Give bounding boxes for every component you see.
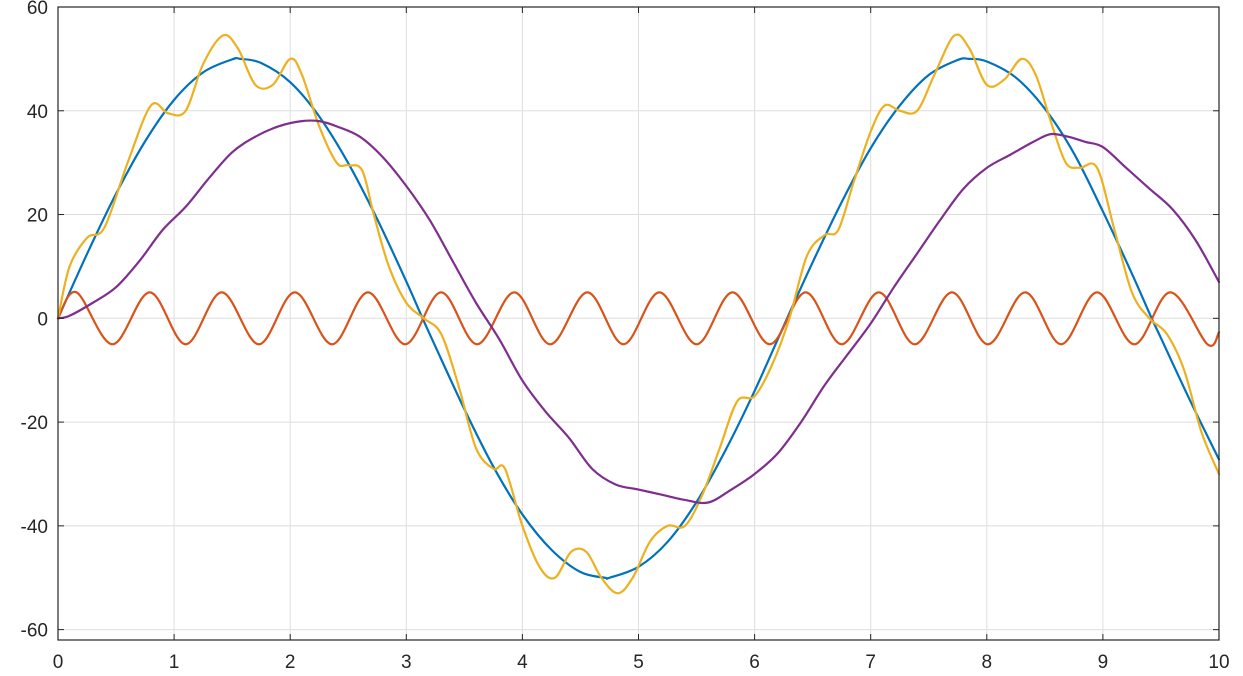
x-tick-label: 3	[401, 652, 412, 673]
x-tick-label: 5	[633, 652, 644, 673]
y-tick-label: -60	[21, 621, 48, 642]
y-tick-label: 60	[27, 0, 48, 19]
axis-ticks	[57, 6, 1220, 640]
x-tick-label: 1	[169, 652, 180, 673]
series-group	[56, 33, 1221, 595]
x-tick-label: 0	[53, 652, 64, 673]
x-tick-label: 9	[1098, 652, 1109, 673]
x-tick-labels: 0 1 2 3 4 5 6 7 8 9 10	[53, 652, 1230, 673]
series-line-1	[56, 56, 1221, 580]
series-line-4	[56, 119, 1221, 505]
x-tick-label: 6	[749, 652, 760, 673]
y-tick-label: -20	[21, 413, 48, 434]
x-tick-label: 7	[865, 652, 876, 673]
x-tick-label: 2	[285, 652, 296, 673]
x-tick-label: 8	[982, 652, 993, 673]
series-line-3	[56, 33, 1221, 595]
y-tick-labels: 60 40 20 0 -20 -40 -60	[21, 0, 48, 642]
series-line-2	[56, 290, 1221, 347]
y-tick-label: 20	[27, 206, 48, 227]
y-tick-label: -40	[21, 517, 48, 538]
y-tick-label: 0	[37, 309, 48, 330]
x-tick-label: 4	[517, 652, 528, 673]
x-tick-label: 10	[1208, 652, 1229, 673]
y-tick-label: 40	[27, 102, 48, 123]
